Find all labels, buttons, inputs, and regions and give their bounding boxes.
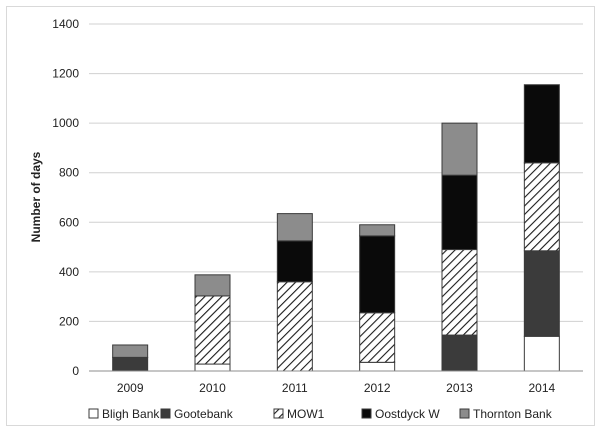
bar-segment-thornton-bank [276,213,313,242]
x-tick-label: 2012 [364,381,391,395]
bar-segment-thornton-bank [441,122,478,176]
bar-segment-gootebank [112,356,149,372]
bar-segment-mow1 [276,281,313,372]
bar-segment-oostdyck-w [359,235,396,314]
legend-label: Bligh Bank [102,407,160,421]
legend-swatch [160,408,171,419]
legend-label: MOW1 [287,407,325,421]
x-tick-label: 2009 [117,381,144,395]
y-tick-label: 800 [59,166,79,180]
x-tick-label: 2013 [446,381,473,395]
bar-segment-oostdyck-w [441,174,478,251]
bar-segment-thornton-bank [112,344,149,358]
y-tick-label: 0 [72,364,79,378]
bars [112,84,560,372]
y-tick-label: 400 [59,265,79,279]
bar-segment-mow1 [359,312,396,363]
legend-swatch [361,408,372,419]
bar-segment-bligh-bank [523,335,560,372]
bar-segment-gootebank [523,250,560,337]
bar-segment-mow1 [441,249,478,336]
x-tick-labels: 2009 2010 2011 2012 2013 2014 [117,381,556,395]
bar-segment-mow1 [194,295,231,365]
legend-label: Oostdyck W [375,407,440,421]
y-tick-label: 1200 [52,67,79,81]
y-tick-label: 1400 [52,17,79,31]
legend-swatch [459,408,470,419]
bar-segment-oostdyck-w [523,84,560,164]
y-tick-label: 600 [59,215,79,229]
legend-swatch [88,408,99,419]
legend-label: Gootebank [174,407,234,421]
legend-label: Thornton Bank [473,407,553,421]
y-tick-labels: 0 200 400 600 800 1000 1200 1400 [52,17,79,378]
x-tick-label: 2010 [199,381,226,395]
x-tick-label: 2011 [282,381,308,395]
y-tick-label: 200 [59,314,79,328]
y-tick-label: 1000 [52,116,79,130]
bar-segment-thornton-bank [359,224,396,237]
x-tick-label: 2014 [528,381,555,395]
bar-segment-oostdyck-w [276,240,313,283]
bar-segment-mow1 [523,162,560,252]
bar-segment-thornton-bank [194,274,231,297]
bar-segment-bligh-bank [194,363,231,372]
legend-swatch [273,408,284,419]
bar-segment-bligh-bank [359,361,396,372]
y-axis-label: Number of days [29,151,43,242]
legend: Bligh Bank Gootebank MOW1 Oostdyck W Thornto… [88,407,553,421]
bar-segment-gootebank [441,334,478,372]
gridlines [89,23,583,322]
